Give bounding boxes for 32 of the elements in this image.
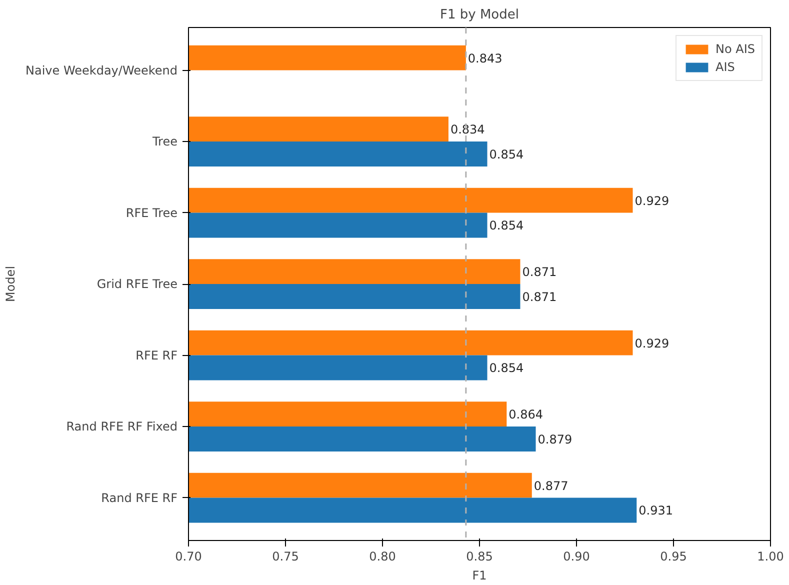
data-label: 0.854 [489, 147, 524, 162]
y-tick-label: Rand RFE RF [101, 490, 178, 505]
data-label: 0.871 [522, 290, 557, 304]
data-label: 0.877 [534, 478, 568, 493]
y-tick-label: Rand RFE RF Fixed [66, 420, 178, 434]
legend-label: No AIS [716, 42, 755, 56]
data-label: 0.843 [468, 51, 502, 66]
x-tick-label: 0.85 [466, 550, 493, 564]
y-tick-label: Grid RFE Tree [96, 277, 178, 291]
chart-title: F1 by Model [440, 8, 520, 22]
data-label: 0.854 [489, 218, 524, 233]
y-tick-label: Tree [152, 134, 178, 148]
data-label: 0.879 [538, 432, 572, 446]
data-label: 0.931 [638, 504, 673, 518]
y-tick-label: Naive Weekday/Weekend [25, 63, 178, 78]
x-tick-label: 0.75 [272, 550, 299, 564]
x-tick-label: 0.70 [175, 550, 202, 564]
data-label: 0.871 [522, 265, 557, 280]
data-label: 0.854 [489, 361, 524, 376]
y-tick-label: RFE RF [136, 348, 178, 362]
x-tick-label: 0.90 [563, 550, 590, 564]
y-axis-title: Model [3, 266, 18, 302]
x-tick-label: 0.80 [369, 550, 396, 564]
data-label: 0.834 [450, 122, 485, 137]
x-tick-label: 1.00 [757, 550, 784, 564]
data-label: 0.929 [634, 194, 670, 208]
data-label: 0.929 [634, 336, 670, 350]
data-label: 0.864 [508, 408, 544, 422]
x-axis-title: F1 [472, 568, 487, 582]
x-tick-label: 0.95 [660, 550, 687, 564]
y-tick-label: RFE Tree [126, 206, 178, 220]
legend-label: AIS [716, 60, 736, 74]
